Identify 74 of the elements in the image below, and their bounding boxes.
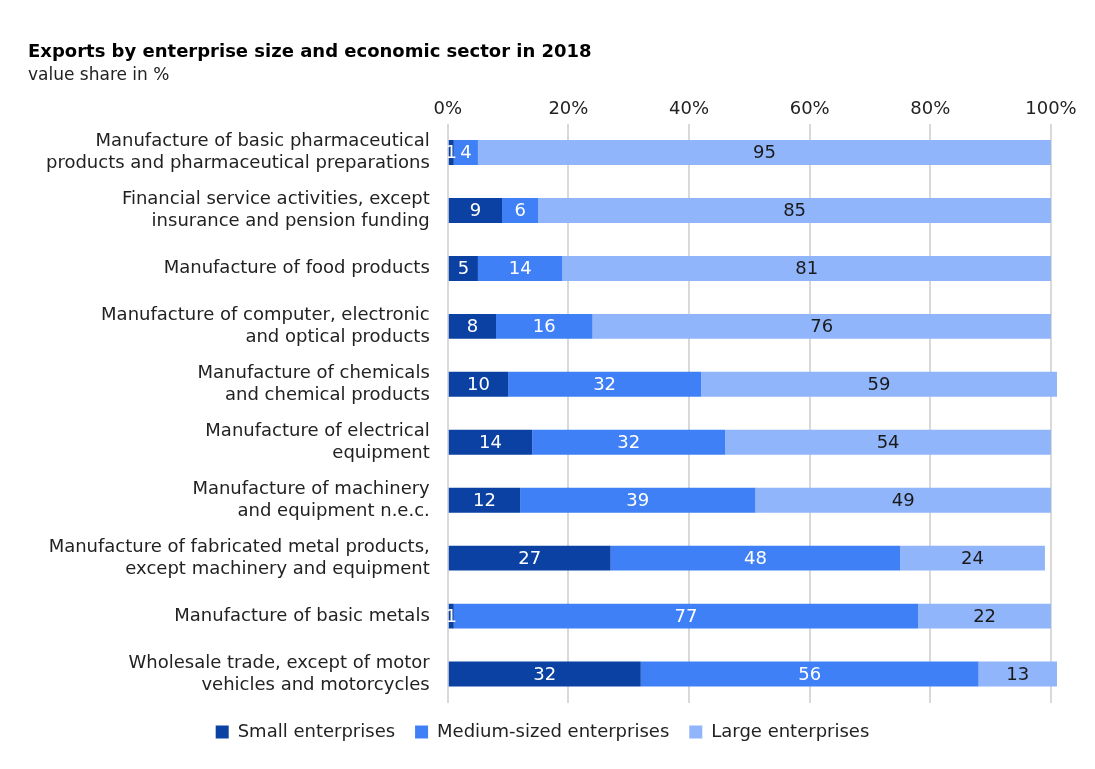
bar bbox=[448, 545, 611, 571]
y-tick-label: Manufacture of basic pharmaceutical products and pharmaceutical preparations bbox=[46, 129, 430, 173]
y-tick-label: Manufacture of fabricated metal products, except machinery and equipment bbox=[48, 535, 430, 578]
data-label: 48 bbox=[743, 546, 767, 568]
y-tick-label: Financial service activities, except insurance and pension funding bbox=[121, 187, 430, 230]
y-tick-label: Manufacture of computer, electronic and optical products bbox=[101, 303, 430, 346]
data-label: 54 bbox=[876, 430, 900, 452]
x-tick-label: 80% bbox=[910, 97, 951, 119]
data-label: 81 bbox=[795, 257, 819, 279]
data-label: 14 bbox=[479, 430, 502, 452]
data-label: 32 bbox=[593, 373, 617, 394]
legend-label: Small enterprises bbox=[237, 719, 396, 741]
x-tick-label: 20% bbox=[548, 97, 589, 119]
bar bbox=[520, 487, 756, 513]
data-label: 56 bbox=[798, 662, 822, 684]
bar bbox=[592, 313, 1051, 339]
bar bbox=[448, 198, 503, 223]
bar bbox=[610, 545, 901, 571]
data-label: 9 bbox=[469, 199, 482, 221]
bar bbox=[496, 313, 593, 339]
data-label: 16 bbox=[532, 315, 556, 337]
bar bbox=[538, 198, 1051, 223]
bar bbox=[448, 313, 497, 339]
bar bbox=[918, 603, 1051, 629]
y-tick-label: Manufacture of basic metals bbox=[174, 603, 430, 625]
data-label: 5 bbox=[457, 257, 470, 279]
bar bbox=[562, 255, 1051, 281]
data-label: 95 bbox=[752, 141, 776, 163]
bar bbox=[448, 487, 521, 513]
bar bbox=[448, 371, 509, 397]
y-tick-label: Manufacture of machinery and equipment n.e.c. bbox=[192, 477, 431, 520]
data-label: 10 bbox=[466, 373, 490, 394]
data-label: 22 bbox=[973, 604, 997, 626]
data-label: 13 bbox=[1006, 662, 1030, 684]
bar bbox=[448, 661, 641, 687]
legend-label: Medium-sized enterprises bbox=[437, 719, 670, 741]
data-label: 76 bbox=[810, 315, 834, 337]
data-label: 85 bbox=[783, 199, 807, 221]
data-label: 14 bbox=[508, 257, 532, 279]
x-tick-label: 100% bbox=[1025, 97, 1077, 119]
data-label: 24 bbox=[961, 546, 984, 568]
chart-title: Exports by enterprise size and economic sector in 2018 bbox=[28, 40, 592, 62]
x-tick-label: 0% bbox=[433, 97, 463, 119]
data-label: 77 bbox=[674, 604, 698, 626]
y-tick-label: Manufacture of chemicals and chemical products bbox=[197, 361, 430, 404]
y-tick-label: Wholesale trade, except of motor vehicles and motorcycles bbox=[128, 650, 431, 694]
bar bbox=[448, 255, 478, 281]
bar bbox=[477, 140, 1051, 166]
bar bbox=[508, 371, 702, 397]
bar bbox=[701, 371, 1057, 397]
x-tick-label: 60% bbox=[789, 97, 830, 119]
bar bbox=[477, 255, 563, 281]
y-tick-label: Manufacture of food products bbox=[163, 256, 430, 278]
legend-label: Large enterprises bbox=[711, 719, 870, 741]
bar bbox=[448, 429, 533, 455]
data-label: 27 bbox=[518, 546, 542, 568]
data-label: 39 bbox=[626, 488, 650, 510]
data-label: 49 bbox=[891, 488, 915, 510]
data-label: 6 bbox=[514, 199, 526, 221]
x-tick-label: 40% bbox=[669, 97, 710, 119]
data-label: 8 bbox=[466, 315, 479, 337]
bar bbox=[640, 661, 979, 687]
data-label: 32 bbox=[533, 662, 557, 684]
bar bbox=[502, 198, 539, 223]
y-tick-label: Manufacture of electrical equipment bbox=[205, 419, 430, 462]
data-label: 4 bbox=[460, 141, 472, 163]
bar bbox=[900, 545, 1045, 571]
data-label: 12 bbox=[473, 488, 496, 510]
bar bbox=[725, 429, 1051, 455]
bar bbox=[755, 487, 1051, 513]
data-label: 59 bbox=[867, 373, 891, 394]
bar bbox=[532, 429, 726, 455]
text: value share in % bbox=[28, 64, 170, 85]
data-label: 32 bbox=[617, 430, 641, 452]
